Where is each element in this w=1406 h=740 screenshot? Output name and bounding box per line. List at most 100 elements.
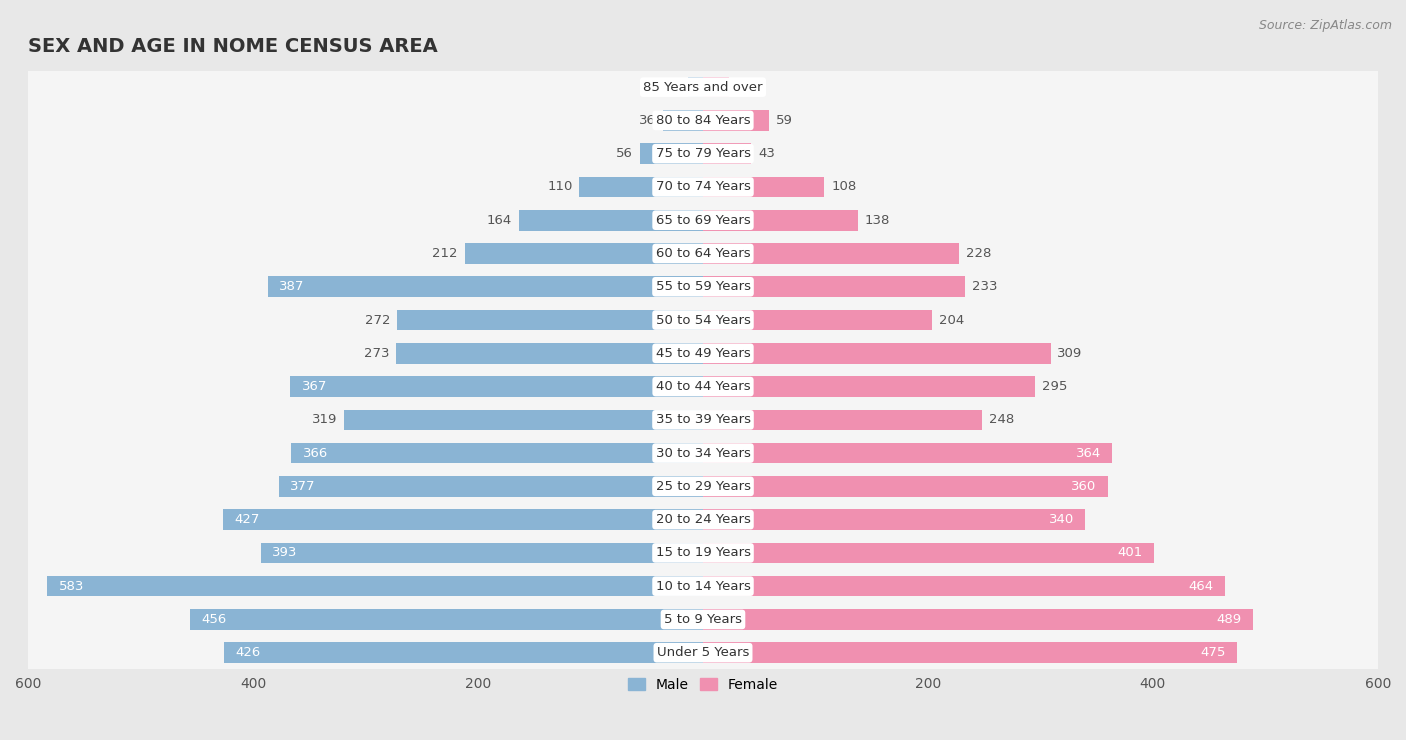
Bar — [28, 437, 1378, 470]
Bar — [640, 144, 703, 164]
Bar — [190, 609, 703, 630]
Bar — [344, 409, 703, 430]
Text: 108: 108 — [831, 181, 856, 193]
Text: 464: 464 — [1188, 579, 1213, 593]
Bar — [703, 110, 769, 131]
Text: SEX AND AGE IN NOME CENSUS AREA: SEX AND AGE IN NOME CENSUS AREA — [28, 37, 437, 56]
Bar — [28, 337, 1378, 370]
Bar — [28, 204, 1378, 237]
Bar — [703, 277, 965, 297]
Text: 456: 456 — [201, 613, 226, 626]
Text: 309: 309 — [1057, 347, 1083, 360]
Text: 233: 233 — [972, 280, 997, 293]
Legend: Male, Female: Male, Female — [623, 672, 783, 697]
Bar — [28, 503, 1378, 536]
Bar — [703, 144, 751, 164]
Text: 75 to 79 Years: 75 to 79 Years — [655, 147, 751, 160]
Text: 50 to 54 Years: 50 to 54 Years — [655, 314, 751, 326]
Text: 23: 23 — [735, 81, 752, 94]
Bar — [689, 77, 703, 98]
Bar — [703, 177, 824, 198]
Text: 15 to 19 Years: 15 to 19 Years — [655, 546, 751, 559]
Text: 367: 367 — [301, 380, 326, 393]
Bar — [28, 536, 1378, 570]
Bar — [703, 77, 728, 98]
Text: Under 5 Years: Under 5 Years — [657, 646, 749, 659]
Text: 20 to 24 Years: 20 to 24 Years — [655, 513, 751, 526]
Text: 475: 475 — [1201, 646, 1226, 659]
Bar — [28, 470, 1378, 503]
Text: 59: 59 — [776, 114, 793, 127]
Text: 25 to 29 Years: 25 to 29 Years — [655, 480, 751, 493]
Text: 273: 273 — [364, 347, 389, 360]
Bar — [396, 310, 703, 330]
Text: 401: 401 — [1118, 546, 1143, 559]
Bar — [291, 443, 703, 463]
Text: 80 to 84 Years: 80 to 84 Years — [655, 114, 751, 127]
Text: 393: 393 — [273, 546, 298, 559]
Bar — [262, 542, 703, 563]
Bar — [28, 170, 1378, 204]
Text: 272: 272 — [364, 314, 391, 326]
Text: 427: 427 — [233, 513, 259, 526]
Bar — [28, 570, 1378, 603]
Bar — [519, 210, 703, 231]
Text: 110: 110 — [547, 181, 572, 193]
Text: 212: 212 — [432, 247, 458, 260]
Bar — [28, 137, 1378, 170]
Bar — [662, 110, 703, 131]
Bar — [28, 636, 1378, 670]
Bar — [28, 303, 1378, 337]
Text: 35 to 39 Years: 35 to 39 Years — [655, 414, 751, 426]
Bar — [396, 343, 703, 363]
Bar — [703, 310, 932, 330]
Bar — [224, 642, 703, 663]
Bar — [267, 277, 703, 297]
Text: 55 to 59 Years: 55 to 59 Years — [655, 280, 751, 293]
Text: 583: 583 — [59, 579, 84, 593]
Bar — [579, 177, 703, 198]
Text: 248: 248 — [988, 414, 1014, 426]
Text: 426: 426 — [235, 646, 260, 659]
Bar — [703, 210, 858, 231]
Text: 60 to 64 Years: 60 to 64 Years — [655, 247, 751, 260]
Text: 43: 43 — [758, 147, 775, 160]
Bar — [703, 542, 1154, 563]
Text: 5 to 9 Years: 5 to 9 Years — [664, 613, 742, 626]
Text: 319: 319 — [312, 414, 337, 426]
Bar — [28, 70, 1378, 104]
Text: 70 to 74 Years: 70 to 74 Years — [655, 181, 751, 193]
Text: 164: 164 — [486, 214, 512, 226]
Bar — [703, 243, 959, 264]
Text: 340: 340 — [1049, 513, 1074, 526]
Text: 40 to 44 Years: 40 to 44 Years — [655, 380, 751, 393]
Text: 364: 364 — [1076, 447, 1101, 460]
Text: 65 to 69 Years: 65 to 69 Years — [655, 214, 751, 226]
Text: 377: 377 — [290, 480, 316, 493]
Bar — [703, 642, 1237, 663]
Bar — [28, 603, 1378, 636]
Bar — [464, 243, 703, 264]
Bar — [28, 237, 1378, 270]
Text: 85 Years and over: 85 Years and over — [644, 81, 762, 94]
Text: 36: 36 — [638, 114, 655, 127]
Text: 56: 56 — [616, 147, 633, 160]
Text: 138: 138 — [865, 214, 890, 226]
Text: 13: 13 — [665, 81, 682, 94]
Text: 295: 295 — [1042, 380, 1067, 393]
Bar — [290, 376, 703, 397]
Bar — [703, 443, 1112, 463]
Bar — [222, 509, 703, 530]
Text: 45 to 49 Years: 45 to 49 Years — [655, 347, 751, 360]
Bar — [28, 104, 1378, 137]
Bar — [703, 576, 1225, 596]
Text: 204: 204 — [939, 314, 965, 326]
Bar — [703, 343, 1050, 363]
Text: 366: 366 — [302, 447, 328, 460]
Bar — [703, 409, 981, 430]
Bar — [48, 576, 703, 596]
Bar — [278, 476, 703, 497]
Text: 489: 489 — [1216, 613, 1241, 626]
Bar — [28, 403, 1378, 437]
Bar — [703, 376, 1035, 397]
